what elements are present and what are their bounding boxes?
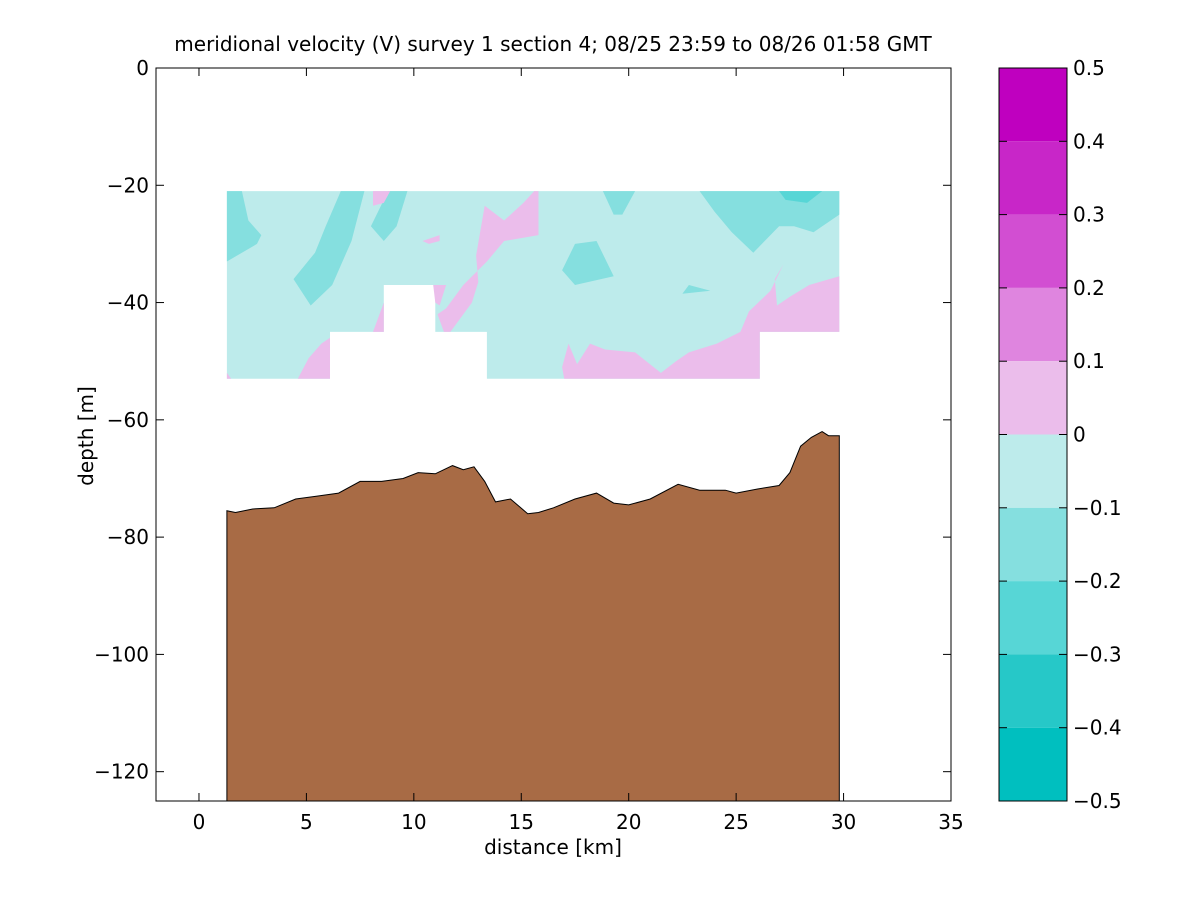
velocity-region (562, 264, 840, 379)
y-tick-label: −120 (94, 760, 149, 784)
colorbar: 0.5 0.4 0.3 0.2 0.1 0 −0.1 −0.2 −0.3 −0.4 −0.5 (998, 56, 1122, 813)
velocity-region (293, 191, 365, 306)
velocity-region (373, 191, 391, 206)
velocity-region (297, 337, 330, 379)
y-tick-label: −40 (107, 291, 149, 315)
velocity-region (779, 191, 823, 203)
colorbar-swatch (999, 581, 1067, 655)
chart-title: meridional velocity (V) survey 1 section… (174, 32, 932, 56)
seafloor-bathymetry (226, 431, 840, 802)
velocity-region (226, 191, 262, 262)
colorbar-swatch (999, 361, 1067, 435)
x-tick-label: 30 (831, 810, 856, 834)
colorbar-tick-label: 0.4 (1073, 129, 1105, 153)
plot-frame (155, 67, 952, 802)
colorbar-tick-label: 0.1 (1073, 349, 1105, 373)
velocity-region (226, 372, 232, 379)
colorbar-swatch (999, 141, 1067, 215)
y-tick-label: −20 (107, 173, 149, 197)
colorbar-tick-label: −0.1 (1073, 496, 1122, 520)
y-axis: 0 −20 −40 −60 −80 −100 −120 (94, 56, 951, 784)
x-tick-label: 5 (300, 810, 313, 834)
colorbar-tick-label: 0 (1073, 423, 1086, 447)
x-tick-label: 25 (723, 810, 748, 834)
velocity-region (699, 191, 840, 253)
y-tick-label: −80 (107, 525, 149, 549)
y-tick-label: −100 (94, 642, 149, 666)
colorbar-swatch (999, 68, 1067, 142)
y-tick-label: −60 (107, 408, 149, 432)
y-axis-label: depth [m] (74, 386, 98, 486)
velocity-region (562, 241, 614, 285)
colorbar-tick-label: 0.2 (1073, 276, 1105, 300)
colorbar-tick-label: −0.2 (1073, 569, 1122, 593)
velocity-region (602, 191, 636, 215)
colorbar-swatch (999, 434, 1067, 508)
velocity-region (682, 285, 711, 294)
colorbar-swatch (999, 214, 1067, 288)
velocity-region (433, 285, 447, 306)
y-tick-label: 0 (136, 56, 149, 80)
colorbar-tick-label: −0.5 (1073, 789, 1122, 813)
x-tick-label: 15 (509, 810, 534, 834)
velocity-region (370, 191, 408, 241)
colorbar-swatch (999, 507, 1067, 582)
x-tick-label: 10 (401, 810, 426, 834)
colorbar-swatch (999, 287, 1067, 362)
colorbar-tick-label: 0.3 (1073, 203, 1105, 227)
colorbar-tick-label: 0.5 (1073, 56, 1105, 80)
colorbar-tick-label: −0.3 (1073, 642, 1122, 666)
x-axis-label: distance [km] (484, 835, 622, 859)
x-tick-label: 20 (616, 810, 641, 834)
velocity-contours (226, 191, 840, 379)
colorbar-swatch (999, 727, 1067, 801)
velocity-region (422, 235, 440, 244)
seafloor (226, 431, 840, 802)
velocity-region (373, 302, 384, 332)
colorbar-swatch (999, 654, 1067, 728)
velocity-region (437, 191, 539, 332)
x-tick-label: 0 (193, 810, 206, 834)
x-tick-label: 35 (938, 810, 963, 834)
colorbar-tick-label: −0.4 (1073, 716, 1122, 740)
x-axis: 0 5 10 15 20 25 30 35 (193, 68, 964, 834)
